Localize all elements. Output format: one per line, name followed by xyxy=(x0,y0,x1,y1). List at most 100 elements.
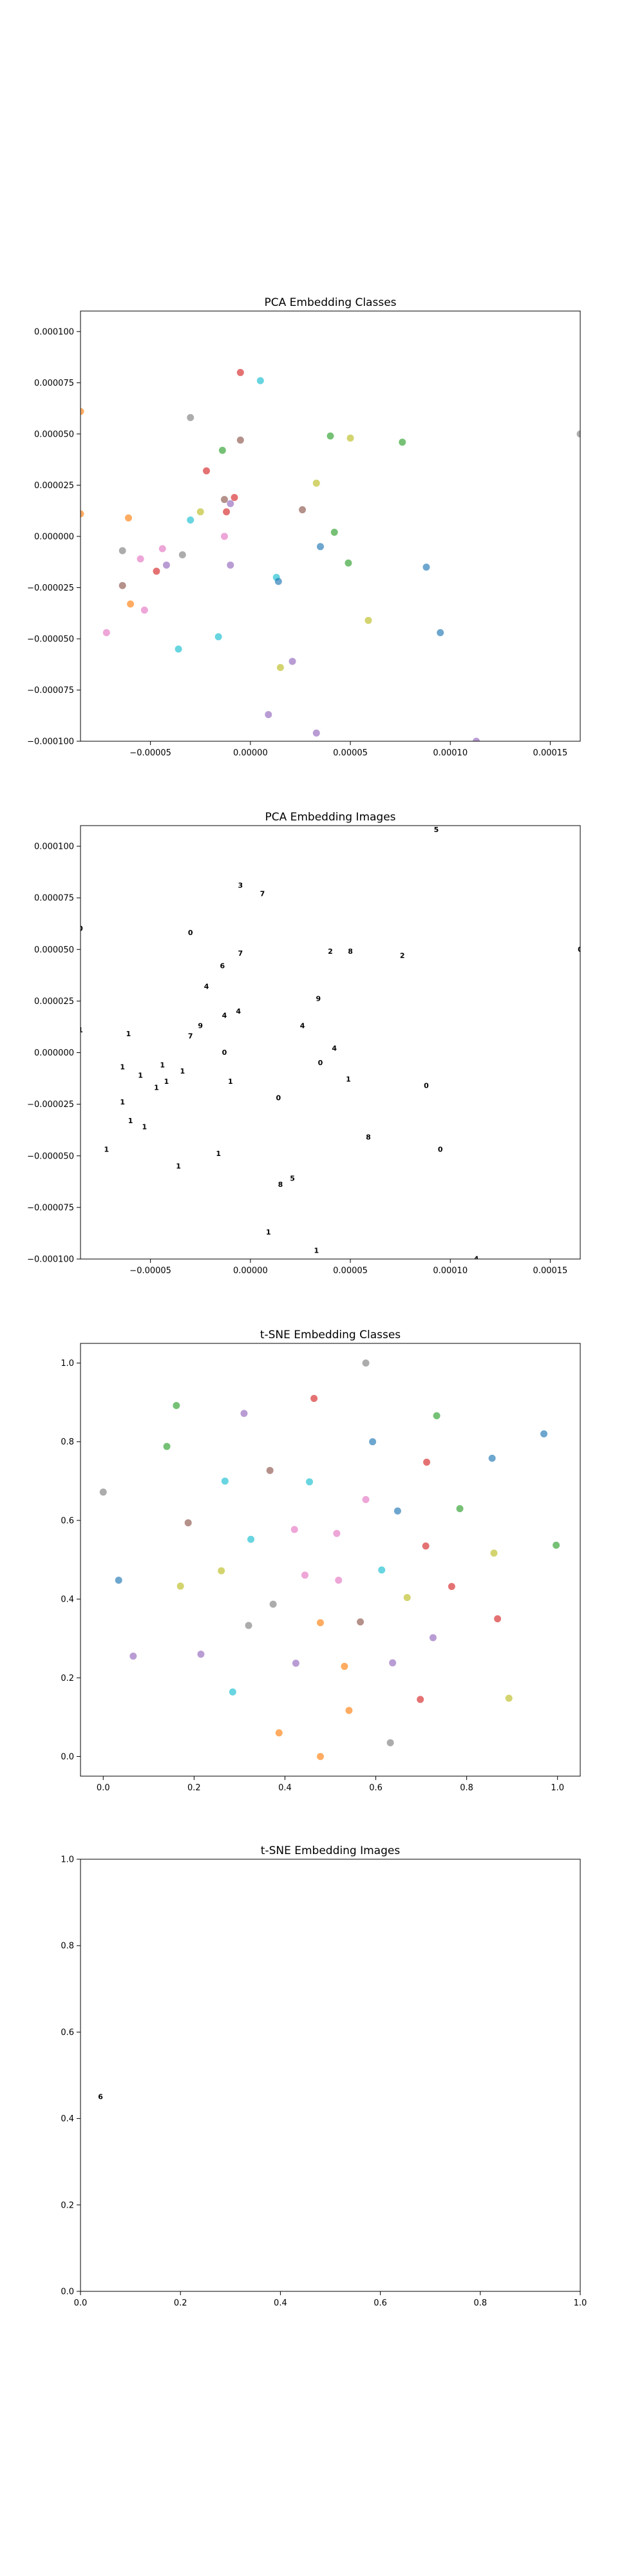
image-marker: 1 xyxy=(120,1063,125,1071)
chart-panel-4: t-SNE Embedding Images 6 0.0 0.2 0.4 0.6 0.8 1.… xyxy=(61,1844,587,2308)
y-tick-label: −0.000050 xyxy=(27,634,74,644)
data-point xyxy=(221,1477,229,1485)
image-marker: 4 xyxy=(474,1255,479,1264)
chart-title: t-SNE Embedding Classes xyxy=(260,1329,401,1341)
y-tick-label: 0.2 xyxy=(61,2201,74,2210)
image-marker: 1 xyxy=(314,1247,319,1255)
image-marker: 1 xyxy=(138,1071,143,1079)
y-tick-label: 0.0 xyxy=(61,1752,74,1762)
image-marker: 0 xyxy=(78,925,83,933)
y-tick-label: 0.000100 xyxy=(34,327,74,337)
data-point xyxy=(488,1454,496,1462)
image-marker: 1 xyxy=(228,1077,233,1086)
data-point xyxy=(245,1622,252,1629)
data-point xyxy=(158,545,166,553)
plot-frame xyxy=(80,310,581,742)
data-point xyxy=(316,1619,324,1627)
data-point xyxy=(473,737,480,741)
data-point xyxy=(118,582,126,589)
x-tick-label: 0.0 xyxy=(97,1783,110,1793)
image-marker: 1 xyxy=(128,1117,133,1125)
data-point xyxy=(102,629,110,636)
image-marker: 5 xyxy=(290,1175,295,1183)
data-point xyxy=(505,1694,513,1702)
y-tick-label: −0.000100 xyxy=(27,737,74,747)
data-point xyxy=(115,1577,122,1584)
data-point xyxy=(437,629,444,636)
plot-marks: 6 xyxy=(98,2093,103,2101)
image-marker: 0 xyxy=(438,1146,443,1154)
data-point xyxy=(299,506,307,514)
y-tick-label: 0.2 xyxy=(61,1674,74,1683)
image-marker: 1 xyxy=(216,1150,221,1158)
y-tick-label: 0.000000 xyxy=(34,1048,74,1058)
chart-panel-1: PCA Embedding Classes −0.00005 0.00000 0.00… xyxy=(27,296,581,758)
image-marker: 7 xyxy=(238,949,243,958)
data-point xyxy=(227,561,234,569)
image-marker: 2 xyxy=(400,951,405,960)
data-point xyxy=(276,663,284,671)
data-point xyxy=(163,1443,171,1450)
image-marker: 0 xyxy=(188,929,193,937)
image-marker: 4 xyxy=(236,1007,241,1016)
y-tick-label: 0.4 xyxy=(61,1595,74,1605)
image-marker: 1 xyxy=(120,1098,125,1106)
data-point xyxy=(448,1583,455,1591)
data-point xyxy=(153,567,160,575)
data-point xyxy=(345,559,352,567)
data-point xyxy=(301,1571,308,1579)
data-point xyxy=(292,1660,299,1667)
image-marker: 8 xyxy=(348,947,353,956)
x-tick-label: 0.00005 xyxy=(333,1266,368,1276)
data-point xyxy=(365,616,372,624)
data-point xyxy=(290,1526,298,1533)
image-marker: 1 xyxy=(104,1146,109,1154)
x-tick-label: 0.2 xyxy=(174,2298,187,2308)
image-marker: 1 xyxy=(164,1077,169,1086)
data-point xyxy=(197,1651,205,1658)
image-marker: 1 xyxy=(180,1067,185,1075)
data-point xyxy=(316,543,324,551)
data-point xyxy=(417,1696,424,1703)
data-point xyxy=(422,1542,430,1550)
chart-title: PCA Embedding Images xyxy=(265,811,395,824)
data-point xyxy=(490,1549,498,1557)
data-point xyxy=(378,1566,386,1574)
y-tick-label: 1.0 xyxy=(61,1855,74,1865)
data-point xyxy=(335,1577,343,1584)
data-point xyxy=(275,1729,283,1737)
data-point xyxy=(196,508,204,516)
data-point xyxy=(312,729,320,737)
data-point xyxy=(187,516,194,524)
data-point xyxy=(240,1410,248,1417)
data-point xyxy=(124,514,132,522)
x-tick-label: 0.00000 xyxy=(233,1266,268,1276)
data-point xyxy=(456,1505,464,1513)
y-tick-label: −0.000050 xyxy=(27,1151,74,1161)
x-tick-label: 0.6 xyxy=(369,1783,383,1793)
data-point xyxy=(265,711,272,719)
x-tick-label: 0.8 xyxy=(460,1783,473,1793)
image-marker: 9 xyxy=(198,1021,203,1030)
data-point xyxy=(494,1615,502,1623)
image-marker: 3 xyxy=(238,881,243,889)
data-point xyxy=(218,1567,225,1575)
y-tick-label: −0.000100 xyxy=(27,1255,74,1265)
y-tick-label: 0.8 xyxy=(61,1942,74,1951)
y-tick-label: 0.6 xyxy=(61,1516,74,1526)
y-tick-label: 0.6 xyxy=(61,2028,74,2038)
image-marker: 4 xyxy=(204,982,209,990)
y-tick-label: 0.000025 xyxy=(34,481,74,491)
data-point xyxy=(289,658,296,665)
data-point xyxy=(203,467,211,475)
data-point xyxy=(399,439,406,446)
x-tick-label: 0.0 xyxy=(74,2298,88,2308)
data-point xyxy=(173,1402,180,1410)
data-point xyxy=(333,1530,341,1537)
data-point xyxy=(345,1707,353,1714)
x-tick-label: 0.4 xyxy=(274,2298,287,2308)
y-tick-label: 0.000050 xyxy=(34,430,74,439)
y-tick-label: 0.000075 xyxy=(34,894,74,904)
data-point xyxy=(369,1438,377,1446)
